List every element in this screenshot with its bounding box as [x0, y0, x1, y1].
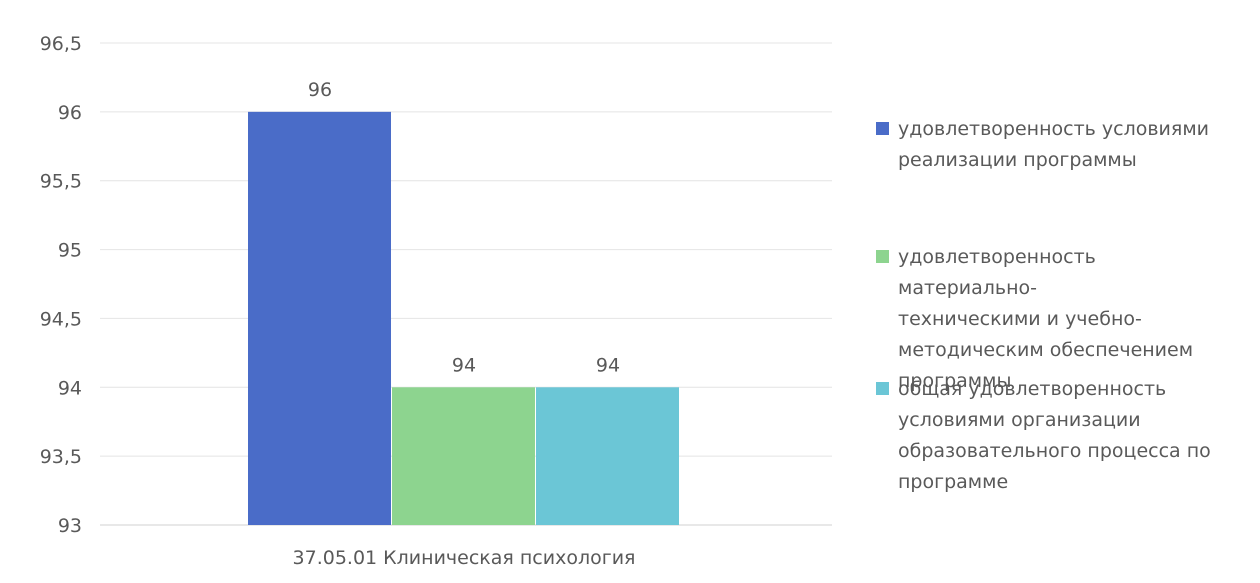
y-axis-ticks: 93 93,5 94 94,5 95 95,5 96 96,5	[40, 33, 82, 537]
legend-label-line: техническими и учебно-	[898, 308, 1142, 330]
legend-label-line: методическим обеспечением	[898, 339, 1194, 361]
data-labels: 96 94 94	[308, 79, 620, 376]
y-tick-label: 93,5	[40, 446, 82, 468]
legend-label-line: общая удовлетворенность	[898, 378, 1167, 400]
legend-label-line: реализации программы	[898, 149, 1137, 171]
bar-series-3	[536, 387, 679, 525]
y-tick-label: 95	[58, 240, 82, 262]
data-label-series-3: 94	[596, 354, 620, 376]
x-axis-category-label: 37.05.01 Клиническая психология	[293, 547, 636, 569]
legend-item-material: удовлетворенность материально- техническ…	[876, 242, 1236, 397]
bar-series-1	[248, 111, 391, 525]
y-tick-label: 94,5	[40, 308, 82, 330]
legend-item-overall: общая удовлетворенность условиями органи…	[876, 374, 1236, 498]
legend-swatch-overall	[876, 382, 889, 395]
legend-swatch-material	[876, 250, 889, 263]
legend-item-conditions: удовлетворенность условиями реализации п…	[876, 114, 1236, 176]
data-label-series-2: 94	[452, 354, 476, 376]
plot-area: 93 93,5 94 94,5 95 95,5 96 96,5 96 94 94 37.05.01…	[40, 33, 832, 569]
y-tick-label: 96,5	[40, 33, 82, 55]
data-label-series-1: 96	[308, 79, 332, 101]
legend-label-line: образовательного процесса по	[898, 440, 1211, 462]
legend-label-line: программе	[898, 471, 1009, 493]
y-tick-label: 94	[58, 377, 82, 399]
y-tick-label: 96	[58, 102, 82, 124]
legend-label-line: условиями организации	[898, 409, 1141, 431]
bars	[248, 111, 679, 525]
bar-series-2	[392, 387, 535, 525]
legend-label-line: программы	[898, 370, 1012, 392]
legend-label-line: удовлетворенность условиями	[898, 118, 1210, 140]
legend: удовлетворенность условиями реализации п…	[876, 0, 1246, 583]
y-tick-label: 93	[58, 515, 82, 537]
legend-label-line: удовлетворенность материально-	[898, 246, 1096, 299]
y-tick-label: 95,5	[40, 171, 82, 193]
legend-swatch-conditions	[876, 122, 889, 135]
